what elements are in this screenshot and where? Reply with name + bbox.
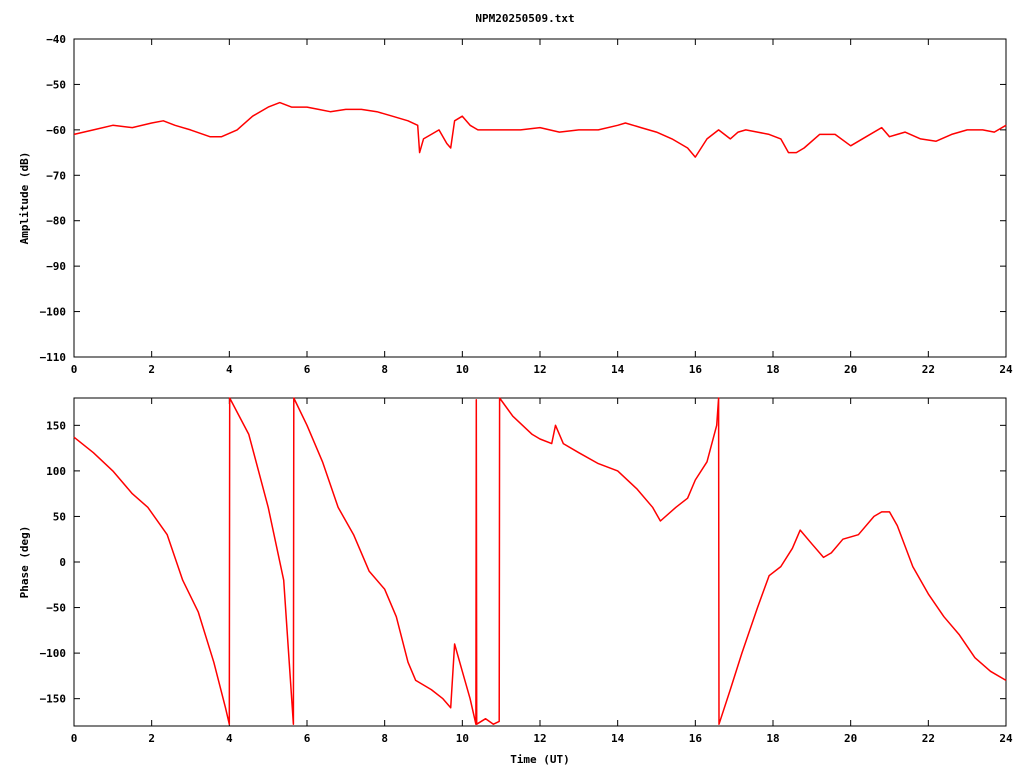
x-tick-label: 2 bbox=[148, 732, 155, 745]
y-axis-label: Phase (deg) bbox=[18, 526, 31, 599]
y-tick-label: −70 bbox=[46, 169, 66, 182]
y-tick-label: −150 bbox=[40, 693, 67, 706]
x-tick-label: 4 bbox=[226, 363, 233, 376]
x-tick-label: 6 bbox=[304, 363, 311, 376]
y-tick-label: 100 bbox=[46, 465, 66, 478]
phase-panel: 0 2 4 6 8 10 12 14 16 18 20 22 24150100500−50−100−15… bbox=[18, 397, 1013, 766]
y-tick-label: −60 bbox=[46, 124, 66, 137]
x-tick-label: 20 bbox=[844, 732, 857, 745]
x-tick-label: 22 bbox=[922, 732, 935, 745]
x-tick-label: 12 bbox=[533, 363, 546, 376]
x-tick-label: 16 bbox=[689, 732, 703, 745]
x-tick-label: 10 bbox=[456, 732, 469, 745]
x-axis-label: Time (UT) bbox=[510, 753, 570, 766]
y-tick-label: 150 bbox=[46, 419, 66, 432]
x-tick-label: 10 bbox=[456, 363, 469, 376]
series-line bbox=[73, 397, 1007, 725]
x-tick-label: 16 bbox=[689, 363, 703, 376]
x-tick-label: 24 bbox=[999, 732, 1013, 745]
y-tick-label: −50 bbox=[46, 602, 66, 615]
x-tick-label: 6 bbox=[304, 732, 311, 745]
amplitude-panel: 0 2 4 6 8 10 12 14 16 18 20 22 24−40−50−60−70−80−90−… bbox=[18, 33, 1013, 376]
x-tick-label: 8 bbox=[381, 363, 388, 376]
y-tick-label: −100 bbox=[40, 647, 67, 660]
x-tick-label: 14 bbox=[611, 732, 625, 745]
y-tick-label: 50 bbox=[53, 510, 66, 523]
y-axis-label: Amplitude (dB) bbox=[18, 152, 31, 245]
y-tick-label: 0 bbox=[59, 556, 66, 569]
x-tick-label: 4 bbox=[226, 732, 233, 745]
y-tick-label: −50 bbox=[46, 78, 66, 91]
x-tick-label: 0 bbox=[71, 363, 78, 376]
x-tick-label: 18 bbox=[766, 732, 779, 745]
x-tick-label: 20 bbox=[844, 363, 857, 376]
x-tick-label: 0 bbox=[71, 732, 78, 745]
series-line bbox=[73, 101, 1007, 158]
x-tick-label: 8 bbox=[381, 732, 388, 745]
y-tick-label: −110 bbox=[40, 351, 67, 364]
x-tick-label: 14 bbox=[611, 363, 625, 376]
x-tick-label: 22 bbox=[922, 363, 935, 376]
y-tick-label: −40 bbox=[46, 33, 66, 46]
chart-title: NPM20250509.txt bbox=[475, 12, 574, 25]
y-tick-label: −80 bbox=[46, 215, 66, 228]
x-tick-label: 18 bbox=[766, 363, 779, 376]
y-tick-label: −100 bbox=[40, 306, 67, 319]
x-tick-label: 12 bbox=[533, 732, 546, 745]
x-tick-label: 24 bbox=[999, 363, 1013, 376]
y-tick-label: −90 bbox=[46, 260, 66, 273]
x-tick-label: 2 bbox=[148, 363, 155, 376]
